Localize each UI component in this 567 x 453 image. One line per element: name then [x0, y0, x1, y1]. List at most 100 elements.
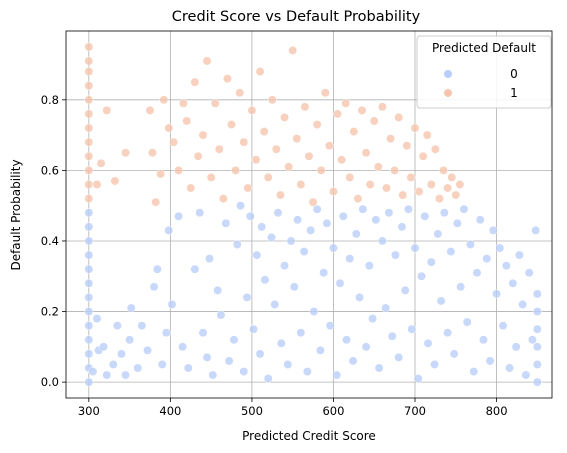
- data-point-1: [329, 187, 338, 197]
- data-point-1: [259, 127, 269, 137]
- plot-frame: [65, 30, 553, 399]
- data-point-0: [133, 363, 143, 373]
- data-point-1: [263, 172, 273, 182]
- data-point-1: [402, 141, 412, 151]
- data-point-0: [505, 363, 515, 373]
- data-point-0: [88, 367, 98, 376]
- data-point-0: [302, 367, 312, 376]
- data-point-0: [482, 254, 492, 264]
- data-point-0: [249, 324, 259, 334]
- data-point-0: [270, 300, 280, 309]
- data-point-1: [439, 165, 448, 175]
- data-point-0: [84, 222, 94, 232]
- data-point-0: [205, 254, 214, 264]
- data-point-0: [532, 324, 542, 334]
- data-point-0: [446, 247, 456, 257]
- data-point-0: [84, 278, 94, 288]
- data-point-1: [214, 144, 224, 154]
- data-point-0: [306, 225, 316, 235]
- data-point-1: [271, 144, 281, 154]
- data-point-0: [348, 356, 358, 366]
- data-point-0: [260, 275, 270, 285]
- data-point-1: [341, 98, 351, 108]
- data-point-1: [84, 180, 94, 189]
- data-point-1: [190, 77, 200, 87]
- data-point-1: [174, 165, 183, 175]
- data-point-1: [84, 67, 94, 77]
- data-point-1: [84, 165, 94, 175]
- data-point-0: [283, 360, 293, 369]
- data-point-0: [466, 240, 475, 249]
- data-point-1: [84, 123, 94, 133]
- data-point-0: [456, 282, 466, 292]
- data-point-0: [224, 356, 234, 366]
- data-point-1: [300, 102, 310, 112]
- data-point-0: [511, 342, 521, 352]
- data-point-1: [394, 113, 404, 122]
- data-point-0: [137, 321, 147, 331]
- data-point-0: [390, 250, 400, 260]
- y-tick-label: 0.0: [41, 375, 59, 389]
- legend-marker-1: [443, 88, 453, 98]
- data-point-0: [299, 247, 309, 257]
- data-point-0: [174, 211, 183, 221]
- data-point-0: [433, 229, 443, 239]
- data-point-0: [521, 370, 531, 380]
- data-point-0: [84, 321, 94, 331]
- data-point-0: [319, 268, 329, 278]
- data-point-0: [524, 268, 534, 278]
- data-point-0: [426, 257, 436, 267]
- data-point-1: [357, 105, 367, 115]
- data-point-1: [406, 172, 416, 182]
- data-point-1: [84, 81, 94, 91]
- data-point-1: [324, 141, 334, 151]
- data-point-0: [263, 374, 273, 384]
- data-point-0: [400, 285, 410, 295]
- data-point-0: [325, 321, 335, 331]
- data-point-0: [384, 208, 394, 218]
- data-point-1: [84, 137, 94, 147]
- data-point-1: [182, 116, 192, 126]
- data-point-0: [443, 328, 453, 338]
- data-point-1: [316, 165, 326, 175]
- data-point-1: [304, 151, 314, 161]
- data-point-1: [284, 162, 294, 172]
- data-point-0: [358, 204, 368, 214]
- data-point-0: [479, 335, 488, 345]
- data-point-0: [532, 377, 542, 387]
- data-point-1: [186, 183, 196, 193]
- data-point-0: [236, 201, 245, 211]
- data-point-0: [84, 250, 94, 260]
- data-point-0: [420, 211, 430, 221]
- data-point-0: [108, 360, 118, 369]
- data-point-1: [210, 98, 220, 108]
- data-point-1: [435, 194, 444, 204]
- data-point-0: [276, 338, 286, 348]
- data-point-1: [251, 155, 261, 165]
- data-point-0: [125, 335, 135, 345]
- data-point-1: [84, 194, 94, 204]
- data-point-1: [280, 113, 289, 122]
- data-point-0: [368, 314, 378, 324]
- data-point-0: [332, 370, 342, 380]
- data-point-1: [430, 144, 440, 154]
- data-point-1: [312, 120, 322, 129]
- data-point-0: [413, 374, 423, 384]
- data-point-0: [213, 285, 223, 295]
- data-point-0: [417, 271, 426, 281]
- y-tick-label: 0.6: [41, 163, 59, 177]
- data-point-0: [149, 282, 159, 292]
- data-point-0: [84, 349, 94, 359]
- data-point-1: [345, 172, 355, 182]
- data-point-0: [202, 352, 212, 362]
- data-point-0: [239, 367, 249, 376]
- data-point-0: [495, 243, 505, 253]
- data-point-0: [190, 264, 200, 274]
- data-point-1: [296, 180, 306, 189]
- data-point-0: [167, 300, 177, 309]
- legend-title: Predicted Default: [432, 41, 536, 55]
- chart-title: Credit Score vs Default Probability: [172, 9, 421, 25]
- data-point-0: [84, 307, 94, 316]
- data-point-0: [492, 289, 502, 299]
- data-point-0: [221, 218, 231, 228]
